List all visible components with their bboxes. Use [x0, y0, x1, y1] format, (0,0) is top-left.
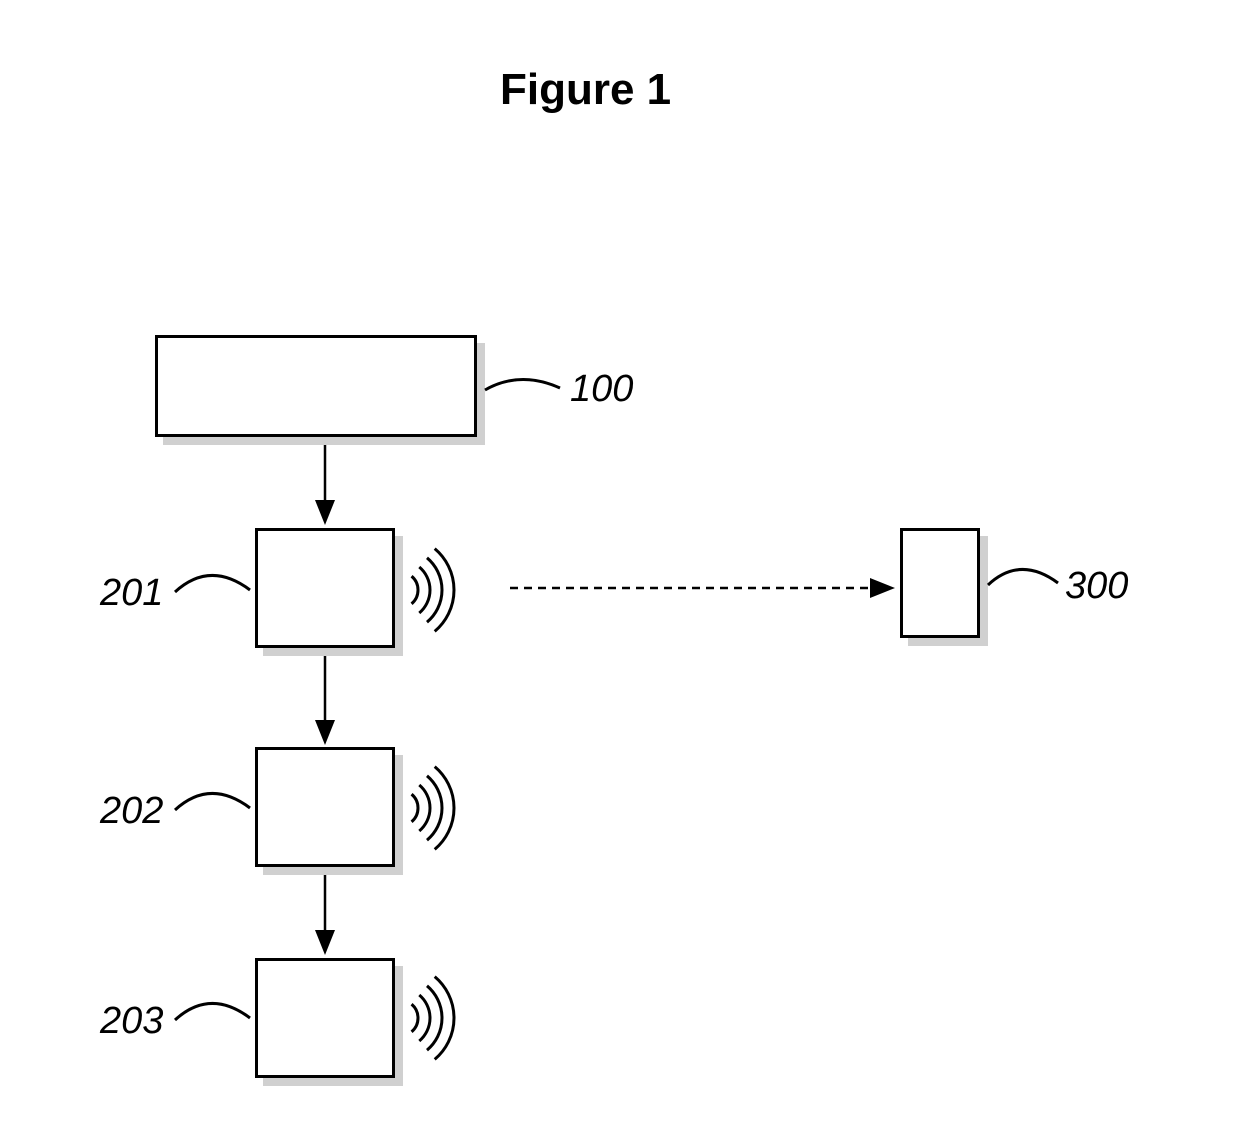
box-201	[255, 528, 395, 648]
box-203	[255, 958, 395, 1078]
ref-label-203: 203	[100, 1000, 163, 1043]
ref-label-201: 201	[100, 572, 163, 615]
ref-label-100: 100	[570, 368, 633, 411]
diagram-svg	[0, 0, 1240, 1139]
ref-label-202: 202	[100, 790, 163, 833]
box-300	[900, 528, 980, 638]
box-100	[155, 335, 477, 437]
figure-title: Figure 1	[500, 65, 671, 115]
ref-label-300: 300	[1065, 565, 1128, 608]
box-202	[255, 747, 395, 867]
